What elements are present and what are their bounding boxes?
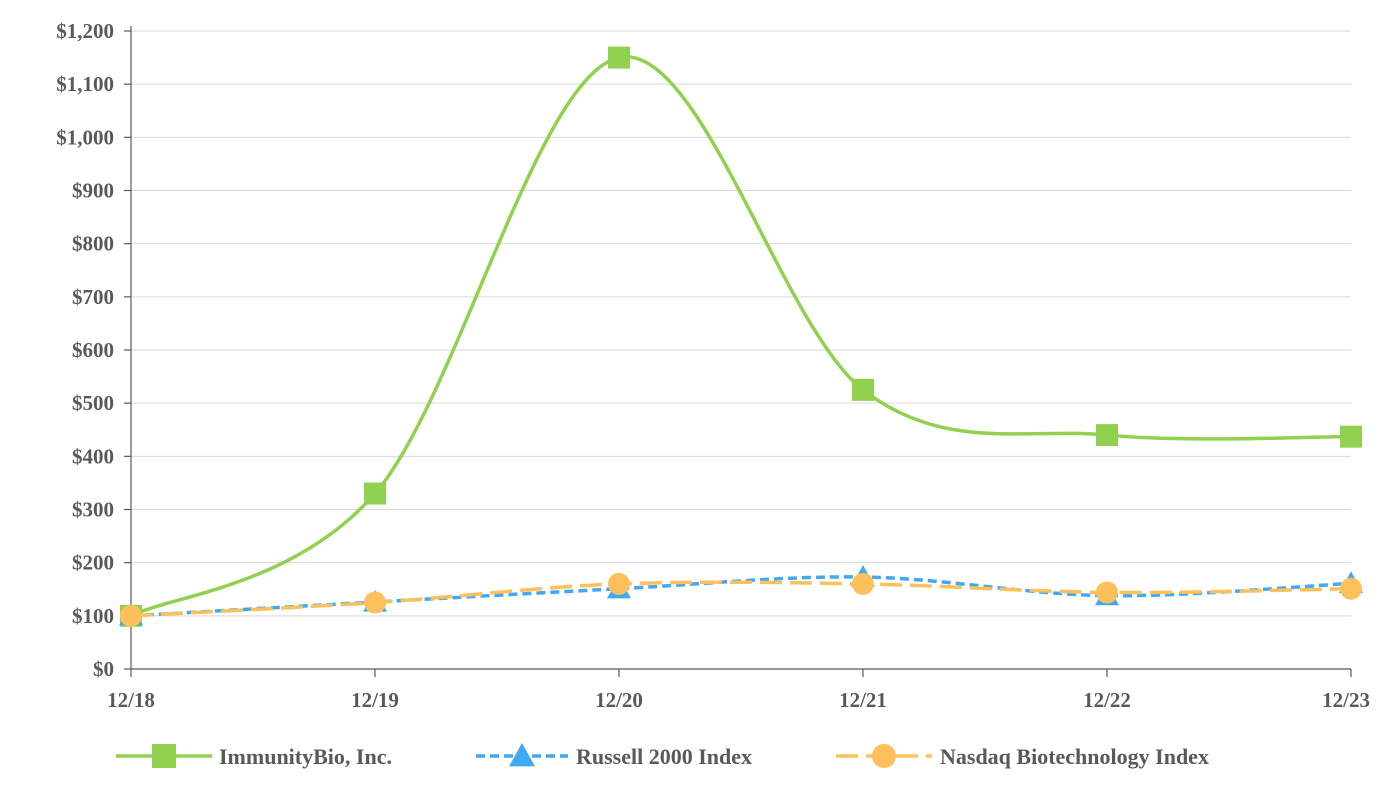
series-line-2 (130, 580, 1352, 618)
y-tick-label: $300 (72, 498, 114, 522)
series-lines (130, 55, 1352, 618)
y-tick-label: $800 (72, 232, 114, 256)
y-tick-label: $400 (72, 444, 114, 468)
y-tick-label: $1,200 (56, 19, 114, 43)
legend: ImmunityBio, Inc. Russell 2000 Index Nasda… (116, 743, 1209, 769)
y-tick-labels: $0 $100 $200 $300 $400 $500 $600 $700 $800 $900 $1… (56, 19, 114, 681)
legend-label: Russell 2000 Index (576, 744, 752, 769)
legend-marker (872, 744, 896, 768)
y-tick-label: $0 (93, 657, 114, 681)
y-tick-label: $900 (72, 179, 114, 203)
data-point (852, 378, 874, 401)
data-point (852, 572, 874, 595)
data-point (1096, 581, 1118, 604)
x-tick-label: 12/21 (839, 688, 887, 712)
data-point (364, 482, 386, 505)
data-point (1340, 577, 1362, 600)
x-tick-label: 12/22 (1083, 688, 1131, 712)
legend-label: ImmunityBio, Inc. (219, 744, 392, 769)
legend-marker (509, 743, 535, 767)
data-point (608, 572, 630, 595)
gridlines (131, 30, 1351, 617)
data-point (1340, 425, 1362, 448)
legend-label: Nasdaq Biotechnology Index (940, 744, 1209, 769)
y-tick-label: $500 (72, 391, 114, 415)
y-tick-label: $600 (72, 338, 114, 362)
legend-marker (152, 744, 176, 768)
data-point (120, 604, 142, 627)
data-point (608, 46, 630, 69)
data-point (1096, 424, 1118, 447)
x-tick-label: 12/19 (351, 688, 399, 712)
y-tick-label: $1,100 (56, 72, 114, 96)
y-tick-label: $1,000 (56, 125, 114, 149)
y-tick-label: $700 (72, 285, 114, 309)
y-tick-label: $200 (72, 551, 114, 575)
series-line-0 (130, 55, 1352, 618)
x-tick-label: 12/23 (1322, 688, 1370, 712)
series-markers (119, 46, 1363, 627)
y-tick-label: $100 (72, 604, 114, 628)
x-tick-label: 12/20 (595, 688, 643, 712)
x-tick-label: 12/18 (107, 688, 155, 712)
data-point (364, 591, 386, 614)
x-tick-labels: 12/18 12/19 12/20 12/21 12/22 12/23 (107, 688, 1370, 712)
